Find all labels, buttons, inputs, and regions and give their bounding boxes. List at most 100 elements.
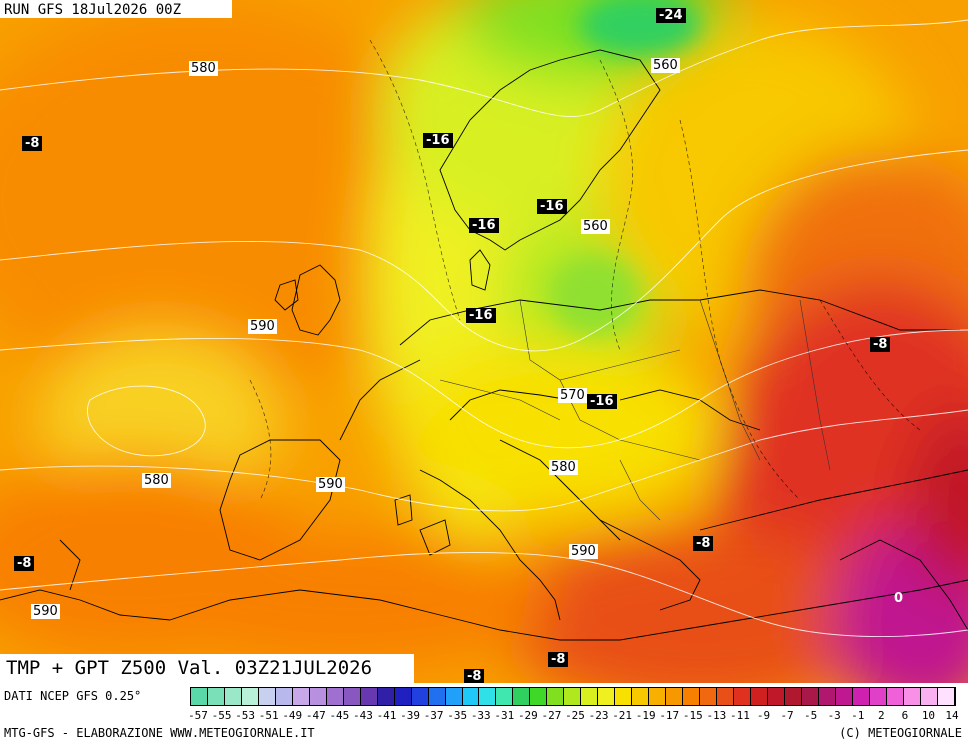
scale-tick-label: -33 <box>470 709 491 722</box>
scale-tick-label: -23 <box>588 709 609 722</box>
color-swatch <box>309 688 327 705</box>
temperature-label: -8 <box>464 669 485 684</box>
temperature-label: -8 <box>14 556 35 571</box>
scale-tick-label: -51 <box>258 709 279 722</box>
scale-tick-label: -7 <box>780 709 794 722</box>
color-swatch <box>513 688 531 705</box>
color-swatch <box>479 688 497 705</box>
scale-tick-label: -29 <box>517 709 538 722</box>
borders <box>439 299 831 521</box>
scale-tick-label: -43 <box>353 709 373 722</box>
scale-tick-label: -17 <box>659 709 680 722</box>
scale-tick-label: -27 <box>541 709 562 722</box>
scale-tick-label: -37 <box>423 709 444 722</box>
scale-tick-label: -47 <box>305 709 326 722</box>
temperature-label: -16 <box>466 308 496 323</box>
color-swatch <box>224 688 242 705</box>
color-swatch <box>191 688 208 705</box>
scale-tick-label: -5 <box>804 709 818 722</box>
color-swatch <box>326 688 344 705</box>
copyright: (C) METEOGIORNALE <box>839 726 962 740</box>
color-swatch <box>598 688 616 705</box>
color-swatch <box>207 688 225 705</box>
color-swatch <box>784 688 802 705</box>
color-swatch <box>852 688 870 705</box>
height-label: 580 <box>189 61 218 76</box>
temperature-label: -8 <box>870 337 891 352</box>
color-swatch <box>717 688 734 705</box>
scale-tick-label: 6 <box>901 709 909 722</box>
height-label: 590 <box>248 319 277 334</box>
temperature-label: -16 <box>537 199 567 214</box>
color-swatch <box>666 688 684 705</box>
scale-tick-label: 14 <box>945 709 959 722</box>
map-title: TMP + GPT Z500 Val. 03Z21JUL2026 <box>0 654 414 683</box>
scale-tick-label: -53 <box>235 709 256 722</box>
scale-tick-label: -1 <box>851 709 865 722</box>
geopotential-contours <box>0 19 968 638</box>
color-swatch <box>292 688 310 705</box>
color-swatch <box>530 688 548 705</box>
scale-tick-label: -41 <box>376 709 397 722</box>
color-swatch <box>649 688 667 705</box>
color-swatch <box>920 688 938 705</box>
scale-tick-label: -39 <box>400 709 420 722</box>
scale-tick-label: -31 <box>494 709 515 722</box>
temperature-field <box>0 0 968 683</box>
color-swatch <box>462 688 480 705</box>
temperature-contours <box>249 39 921 501</box>
credit: MTG-GFS - ELABORAZIONE WWW.METEOGIORNALE… <box>4 726 315 740</box>
temperature-label: -24 <box>656 8 686 23</box>
height-label: 560 <box>581 219 610 234</box>
scale-tick-label: -3 <box>827 709 841 722</box>
color-swatch <box>445 688 463 705</box>
temperature-label: -16 <box>423 133 453 148</box>
data-source: DATI NCEP GFS 0.25° <box>4 689 142 703</box>
height-label: 590 <box>316 477 345 492</box>
height-label: 560 <box>651 58 680 73</box>
color-swatch <box>869 688 887 705</box>
scale-tick-label: -49 <box>282 709 303 722</box>
color-swatch <box>411 688 429 705</box>
color-swatch <box>700 688 718 705</box>
color-scale-labels: -57 -55 -53 -51 -49 -47 -45 -43 -41 -39 -37 -35 -33-… <box>188 709 968 723</box>
color-swatch <box>937 688 955 705</box>
scale-tick-label: -21 <box>612 709 633 722</box>
scale-tick-label: -55 <box>211 709 232 722</box>
color-swatch <box>275 688 293 705</box>
color-swatch <box>903 688 921 705</box>
temperature-label: -16 <box>587 394 617 409</box>
temperature-label: -8 <box>693 536 714 551</box>
height-label: 580 <box>549 460 578 475</box>
scale-tick-label: -57 <box>188 709 208 722</box>
scale-tick-label: -45 <box>329 709 350 722</box>
footer: DATI NCEP GFS 0.25° -57 -55 -53 -51 -49 -47 -4… <box>0 683 968 745</box>
color-swatch <box>428 688 446 705</box>
scale-tick-label: -9 <box>756 709 771 722</box>
height-label: 580 <box>142 473 171 488</box>
temperature-label: 0 <box>894 591 904 606</box>
scale-tick-label: -13 <box>706 709 727 722</box>
height-label: 590 <box>31 604 60 619</box>
scale-tick-label: -15 <box>682 709 703 722</box>
temperature-label: -8 <box>22 136 43 151</box>
scale-tick-label: -35 <box>447 709 468 722</box>
color-swatch <box>801 688 819 705</box>
color-swatch <box>360 688 378 705</box>
temperature-label: -16 <box>469 218 499 233</box>
color-swatch <box>343 688 361 705</box>
coastlines <box>0 49 968 641</box>
color-swatch <box>683 688 701 705</box>
color-swatch <box>734 688 751 705</box>
color-swatch <box>496 688 514 705</box>
run-label: RUN GFS 18Jul2026 00Z <box>0 0 232 18</box>
color-swatch <box>632 688 650 705</box>
color-swatch <box>615 688 633 705</box>
color-scale <box>190 687 956 706</box>
color-swatch <box>241 688 259 705</box>
temperature-label: -8 <box>548 652 569 667</box>
color-swatch <box>564 688 582 705</box>
color-swatch <box>377 688 395 705</box>
color-swatch <box>835 688 853 705</box>
height-label: 570 <box>558 388 587 403</box>
